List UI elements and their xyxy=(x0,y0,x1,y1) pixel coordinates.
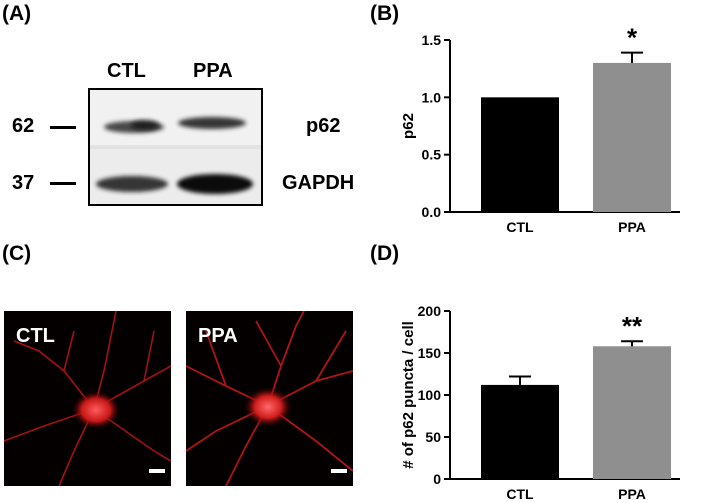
y-tick-label: 200 xyxy=(418,303,442,319)
band-gapdh-ppa xyxy=(177,174,253,194)
scale-bar-ppa xyxy=(331,469,347,473)
lane-label-ctl: CTL xyxy=(107,60,146,82)
lane-label-ppa: PPA xyxy=(193,60,233,82)
panel-label-a: (A) xyxy=(2,2,32,25)
neuron-ppa-image xyxy=(186,311,353,486)
x-tick-label: CTL xyxy=(506,219,534,235)
blot-strip-divider xyxy=(90,145,261,149)
blot-bands xyxy=(90,90,261,204)
y-axis-title: p62 xyxy=(400,113,417,139)
band-gapdh-ctl xyxy=(96,176,168,192)
significance-marker: * xyxy=(627,23,638,53)
neuron-ctl-image xyxy=(4,311,171,486)
marker-37-label: 37 xyxy=(12,172,35,194)
scale-bar-ctl xyxy=(149,469,165,473)
y-tick-label: 0.5 xyxy=(422,147,442,163)
micrograph-ctl: CTL xyxy=(4,311,171,486)
x-tick-label: PPA xyxy=(618,486,646,502)
marker-62-dash xyxy=(50,126,76,129)
bar-ctl xyxy=(481,384,559,479)
y-tick-label: 100 xyxy=(418,387,442,403)
panel-label-c: (C) xyxy=(2,242,32,265)
micrograph-ppa: PPA xyxy=(186,311,353,486)
y-tick-label: 150 xyxy=(418,345,442,361)
chart-p62-levels: 0.0 0.5 1.0 1.5 p62 CTL * PPA xyxy=(400,23,680,235)
y-tick-label: 50 xyxy=(425,429,441,445)
bar-ppa xyxy=(593,346,671,479)
band-p62-ppa xyxy=(178,117,246,129)
band-label-p62: p62 xyxy=(306,115,341,137)
y-tick-label: 1.0 xyxy=(422,89,442,105)
panel-label-d: (D) xyxy=(370,242,400,265)
y-tick-label: 0 xyxy=(433,471,441,487)
micrograph-label-ppa: PPA xyxy=(198,325,238,347)
band-label-gapdh: GAPDH xyxy=(282,172,355,194)
marker-62-label: 62 xyxy=(12,115,35,137)
y-tick-label: 0.0 xyxy=(422,204,442,220)
marker-37-dash xyxy=(50,182,76,185)
significance-marker: ** xyxy=(622,311,643,341)
panel-label-b: (B) xyxy=(370,2,400,25)
micrograph-label-ctl: CTL xyxy=(16,325,55,347)
x-tick-label: PPA xyxy=(618,219,646,235)
blot-image xyxy=(88,88,263,206)
y-tick-label: 1.5 xyxy=(422,32,442,48)
chart-p62-puncta: 0 50 100 150 200# of p62 puncta / cell CTL ** P… xyxy=(400,303,680,502)
bar-ppa xyxy=(593,62,671,212)
y-axis-title: # of p62 puncta / cell xyxy=(400,321,417,469)
x-tick-label: CTL xyxy=(506,486,534,502)
bar-ctl xyxy=(481,97,559,212)
